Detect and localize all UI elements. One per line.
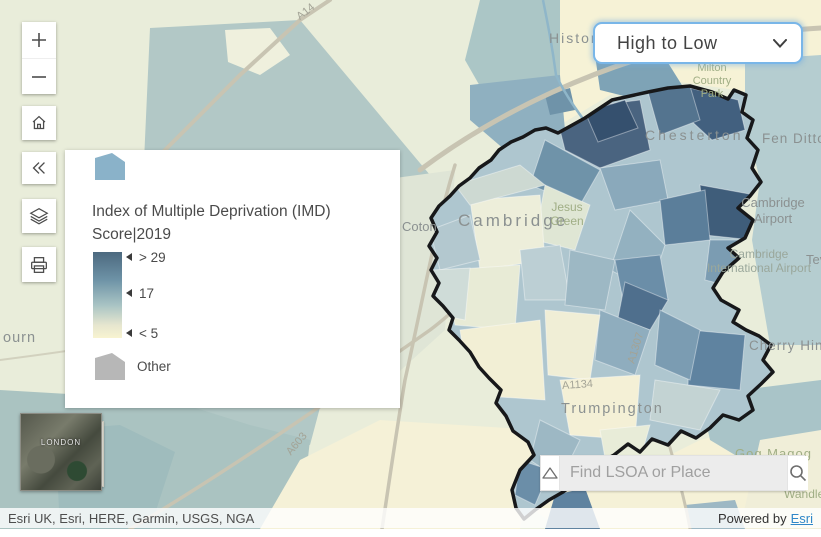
collapse-panel-button[interactable] [22, 152, 56, 184]
legend-tick-mid-label: 17 [139, 285, 155, 301]
home-button[interactable] [22, 106, 56, 140]
search-sources-button[interactable] [541, 456, 560, 490]
tick-triangle-icon [126, 329, 132, 337]
triangle-up-icon [542, 467, 558, 479]
tick-triangle-icon [126, 289, 132, 297]
zoom-out-button[interactable] [22, 58, 56, 94]
attribution-sources: Esri UK, Esri, HERE, Garmin, USGS, NGA [8, 510, 255, 526]
legend-tick-low-label: < 5 [139, 325, 159, 341]
sort-order-value: High to Low [617, 32, 718, 53]
plus-icon [32, 33, 46, 47]
legend-title-line2: Score|2019 [92, 226, 171, 243]
layers-button[interactable] [22, 199, 56, 233]
legend-title-line1: Index of Multiple Deprivation (IMD) [92, 203, 331, 220]
legend-title: Index of Multiple Deprivation (IMD) Scor… [92, 200, 384, 246]
search-input[interactable] [560, 456, 787, 490]
legend-panel: Index of Multiple Deprivation (IMD) Scor… [65, 150, 400, 408]
river-cam [541, 0, 597, 136]
printer-icon [31, 256, 47, 273]
layers-icon [29, 207, 49, 225]
search-widget [540, 455, 808, 491]
legend-tick-low: < 5 [126, 325, 159, 341]
layer-swatch-icon [95, 153, 125, 180]
sort-order-dropdown[interactable]: High to Low [593, 22, 803, 64]
other-swatch-icon [95, 353, 125, 380]
powered-by: Powered by Esri [718, 511, 813, 526]
print-button[interactable] [22, 247, 56, 282]
powered-by-prefix: Powered by [717, 510, 787, 526]
basemap-thumbnail-label: LONDON [40, 438, 82, 448]
minus-icon [32, 75, 46, 78]
double-chevron-left-icon [32, 162, 45, 174]
tick-triangle-icon [126, 253, 132, 261]
city-boundary [427, 84, 775, 521]
zoom-in-button[interactable] [22, 22, 56, 58]
legend-tick-mid: 17 [126, 285, 155, 301]
legend-tick-high-label: > 29 [139, 249, 166, 265]
chevron-down-icon [773, 38, 787, 48]
legend-tick-high: > 29 [126, 249, 166, 265]
legend-other-label: Other [137, 359, 171, 374]
attribution-bar: Esri UK, Esri, HERE, Garmin, USGS, NGA P… [0, 508, 821, 528]
search-submit-button[interactable] [787, 456, 808, 490]
search-icon [790, 465, 807, 482]
home-icon [32, 115, 46, 130]
basemap-toggle-thumbnail[interactable]: LONDON [20, 413, 102, 491]
zoom-control [22, 22, 56, 94]
legend-color-ramp [93, 252, 122, 338]
legend-other-row: Other [95, 353, 171, 380]
esri-link[interactable]: Esri [790, 510, 813, 526]
